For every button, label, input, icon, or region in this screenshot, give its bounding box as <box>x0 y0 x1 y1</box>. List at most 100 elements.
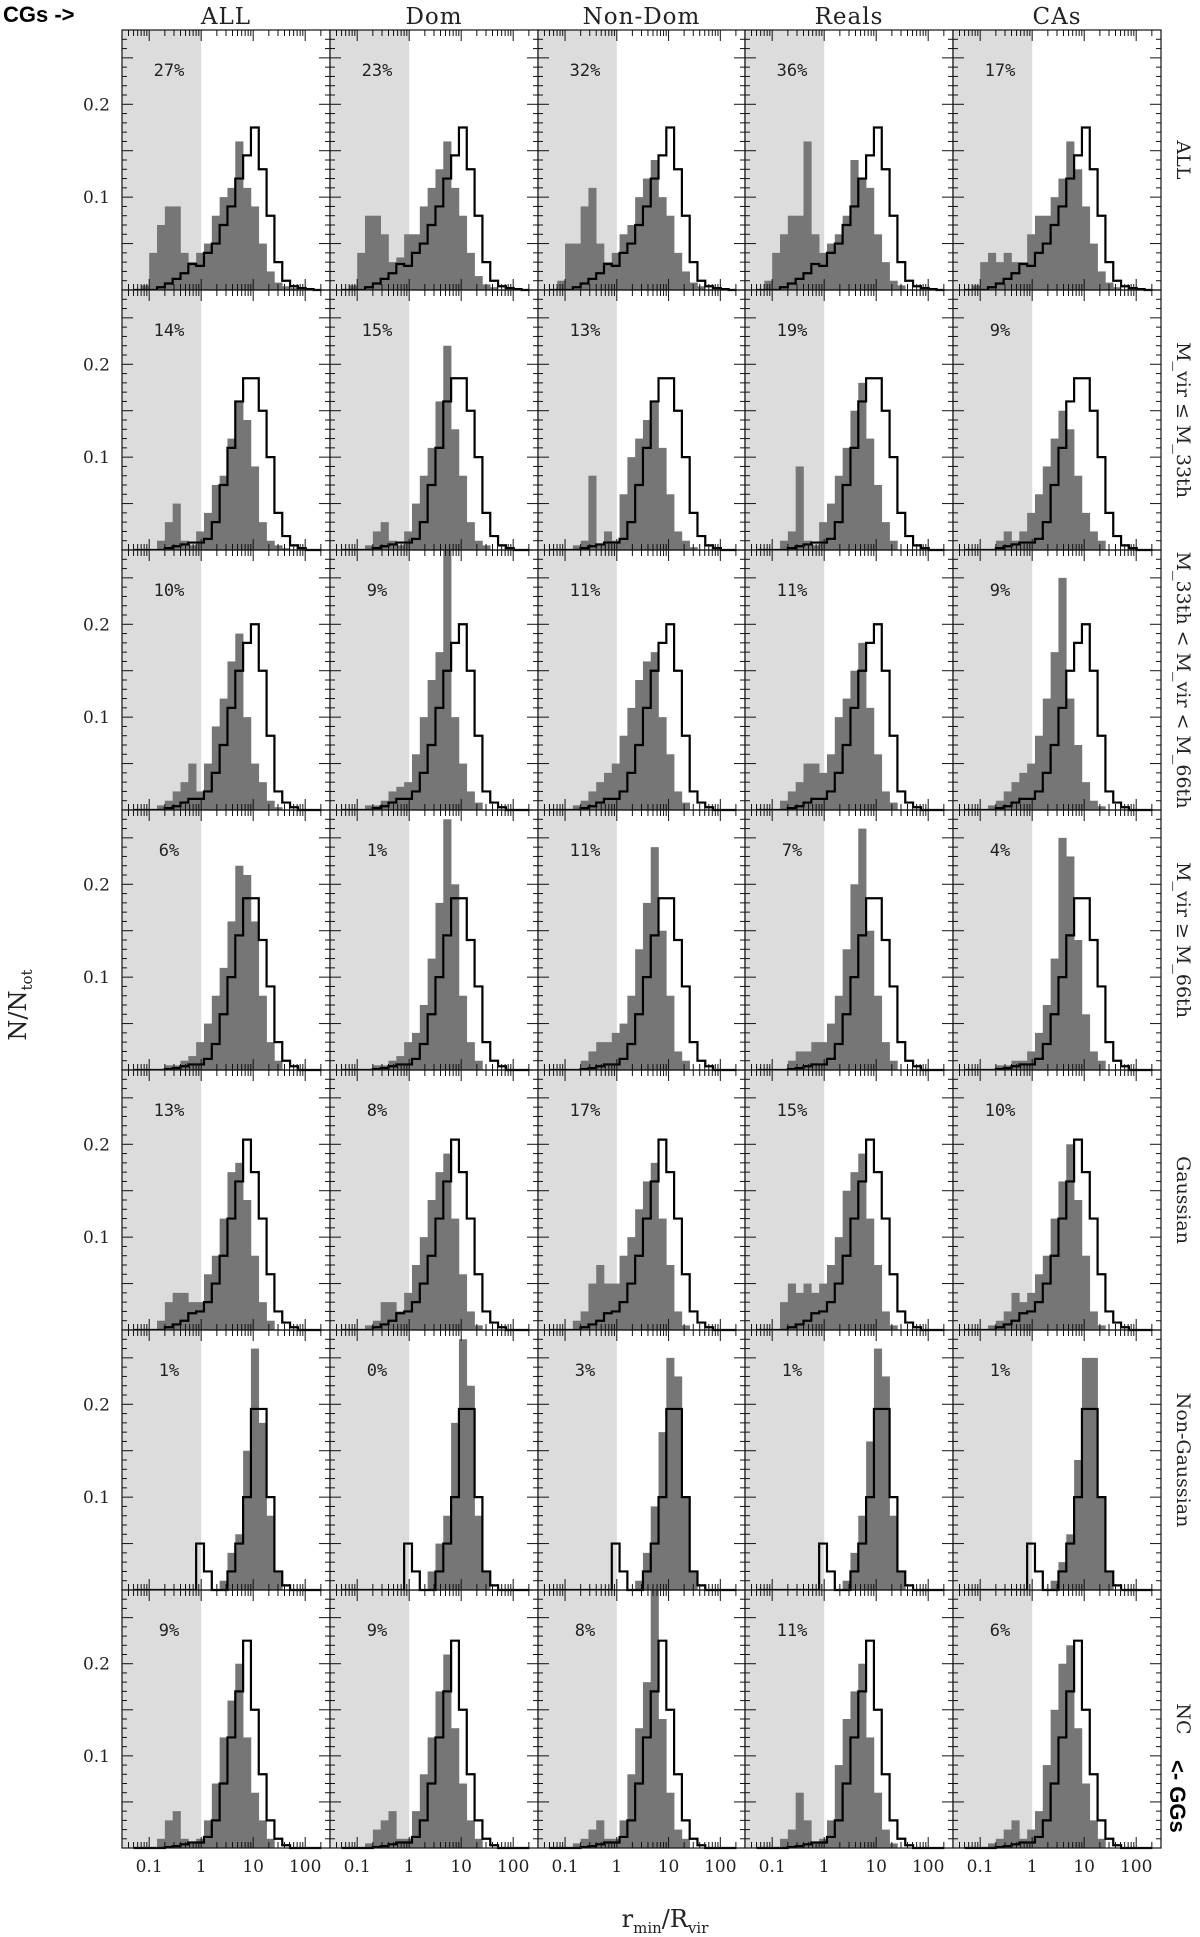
filled-bar <box>435 652 444 810</box>
filled-bar <box>580 1838 589 1848</box>
filled-bar <box>443 1153 452 1330</box>
filled-bar <box>404 234 413 290</box>
filled-bar <box>474 1838 483 1848</box>
x-tick-label: 10 <box>658 1857 680 1877</box>
filled-bar <box>396 545 405 550</box>
filled-bar <box>988 252 997 290</box>
filled-bar <box>604 1283 613 1330</box>
filled-bar <box>411 503 421 550</box>
filled-bar <box>811 1042 820 1070</box>
filled-bar <box>149 252 158 290</box>
filled-bar <box>658 447 667 550</box>
filled-bar <box>1034 494 1044 550</box>
filled-bar <box>627 225 636 290</box>
filled-bar <box>435 1543 444 1590</box>
filled-bar <box>889 1515 898 1590</box>
filled-bar <box>826 243 836 290</box>
filled-bar <box>372 1829 381 1848</box>
shaded-region <box>122 290 202 550</box>
filled-bar <box>642 661 652 810</box>
filled-bar <box>250 1348 260 1590</box>
filled-bar <box>380 234 389 290</box>
panel-r2-c1: 9% <box>329 549 539 812</box>
filled-bar <box>211 1255 220 1330</box>
filled-bar <box>211 995 220 1070</box>
filled-bar <box>474 1060 483 1070</box>
filled-bar <box>650 1162 659 1330</box>
percent-label: 0% <box>367 1361 387 1381</box>
outline-step-line <box>964 126 1153 292</box>
filled-bar <box>404 782 413 810</box>
panel-r0-c1: 23% <box>329 29 539 292</box>
filled-bar <box>850 1691 859 1848</box>
filled-bar <box>995 1065 1004 1070</box>
filled-bar <box>274 1571 283 1590</box>
filled-bar <box>803 1820 812 1848</box>
panel-r5-c4: 1% <box>952 1329 1162 1592</box>
filled-bar <box>681 271 690 290</box>
filled-bar <box>396 257 405 290</box>
filled-bar <box>250 206 260 290</box>
filled-bar <box>681 540 690 550</box>
filled-bar <box>588 791 597 810</box>
filled-bar <box>588 1283 597 1330</box>
percent-label: 23% <box>362 61 393 81</box>
outline-step-line <box>341 623 530 812</box>
outline-step-line <box>756 1639 945 1850</box>
filled-bar <box>572 243 581 290</box>
filled-bar <box>858 382 867 550</box>
filled-bar <box>411 754 421 810</box>
filled-bar <box>811 1292 820 1330</box>
filled-bar <box>157 805 166 810</box>
filled-bar <box>1042 698 1051 810</box>
filled-bar <box>357 252 366 290</box>
filled-bar <box>451 1422 460 1590</box>
filled-bar <box>157 1320 166 1330</box>
filled-bar <box>243 187 252 290</box>
filled-bar <box>866 1218 875 1330</box>
percent-label: 6% <box>159 841 179 861</box>
shaded-region <box>122 1590 202 1848</box>
filled-bar <box>266 1042 275 1070</box>
filled-bar <box>419 1005 428 1070</box>
filled-bar <box>1081 1014 1091 1070</box>
filled-bar <box>411 1032 421 1070</box>
filled-bar <box>873 485 883 550</box>
filled-bar <box>1050 1580 1059 1590</box>
filled-bar <box>1074 1460 1083 1590</box>
filled-bar <box>1081 206 1091 290</box>
filled-bar <box>1066 141 1075 290</box>
outline-step-line <box>549 623 737 812</box>
outline-step-line <box>756 126 945 292</box>
filled-bar <box>596 1820 605 1848</box>
filled-bar <box>219 698 228 810</box>
filled-bar <box>666 215 675 290</box>
filled-bar <box>258 782 267 810</box>
filled-bar <box>1066 429 1075 550</box>
filled-bar <box>658 717 667 810</box>
filled-bar <box>396 1056 405 1070</box>
filled-bar <box>642 178 652 290</box>
filled-bar <box>611 763 620 810</box>
filled-bar <box>666 754 675 810</box>
filled-bar <box>196 252 205 290</box>
filled-bar <box>203 1820 213 1848</box>
filled-bar <box>243 1200 252 1330</box>
filled-bar <box>619 494 628 550</box>
filled-bar <box>1074 1200 1083 1330</box>
filled-bar <box>1034 735 1044 810</box>
outline-step-line <box>133 623 322 812</box>
y-tick-label: 0.2 <box>83 1395 110 1415</box>
percent-label: 36% <box>777 61 808 81</box>
filled-bar <box>157 1838 166 1848</box>
panel-r3-c1: 1% <box>329 809 539 1072</box>
x-tick-label: 1 <box>611 1857 622 1877</box>
percent-label: 11% <box>570 581 601 601</box>
filled-bar <box>588 475 597 550</box>
filled-bar <box>866 930 875 1070</box>
filled-bar <box>674 1829 683 1848</box>
filled-bar <box>889 1325 898 1330</box>
panel-r0-c4: 17% <box>952 29 1162 292</box>
filled-bar <box>834 717 843 810</box>
filled-bar <box>380 1820 389 1848</box>
